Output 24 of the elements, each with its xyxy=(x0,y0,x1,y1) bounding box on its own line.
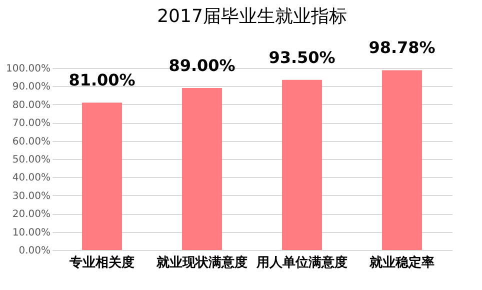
bar xyxy=(382,70,422,250)
y-tick-label: 0.00% xyxy=(18,246,50,256)
y-tick-label: 30.00% xyxy=(12,190,50,202)
bar xyxy=(182,88,222,250)
y-tick-label: 80.00% xyxy=(12,100,50,111)
bar xyxy=(282,80,322,250)
x-tick-label: 专业相关度 xyxy=(68,254,134,270)
x-tick-label: 就业稳定率 xyxy=(368,254,434,270)
data-label: 93.50% xyxy=(268,48,336,67)
y-tick-label: 20.00% xyxy=(12,209,50,220)
y-tick-label: 40.00% xyxy=(12,172,50,184)
x-tick-label: 就业现状满意度 xyxy=(156,254,248,270)
y-tick-label: 90.00% xyxy=(12,82,50,93)
y-tick-label: 100.00% xyxy=(6,64,50,74)
x-tick-label: 用人单位满意度 xyxy=(256,254,348,270)
y-tick-label: 60.00% xyxy=(12,136,50,148)
data-label: 81.00% xyxy=(68,70,136,90)
data-label: 98.78% xyxy=(368,38,436,58)
y-tick-label: 10.00% xyxy=(12,227,50,238)
y-tick-label: 70.00% xyxy=(12,118,50,130)
y-tick-label: 50.00% xyxy=(12,154,50,166)
chart-title: 2017届毕业生就业指标 xyxy=(157,6,347,28)
data-label: 89.00% xyxy=(168,56,236,76)
bar xyxy=(82,102,122,250)
